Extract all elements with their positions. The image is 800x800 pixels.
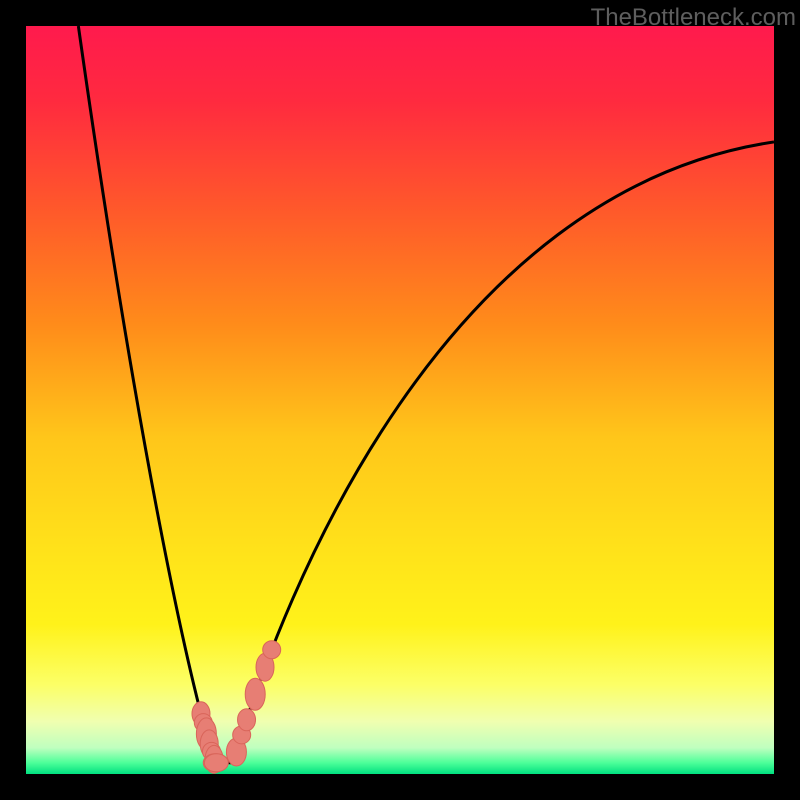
curve-marker [204, 754, 228, 772]
curve-marker [263, 641, 281, 659]
bottleneck-chart [0, 0, 800, 800]
curve-marker [238, 709, 256, 731]
curve-marker [245, 678, 265, 710]
watermark-text: TheBottleneck.com [591, 4, 796, 32]
chart-frame: TheBottleneck.com [0, 0, 800, 800]
